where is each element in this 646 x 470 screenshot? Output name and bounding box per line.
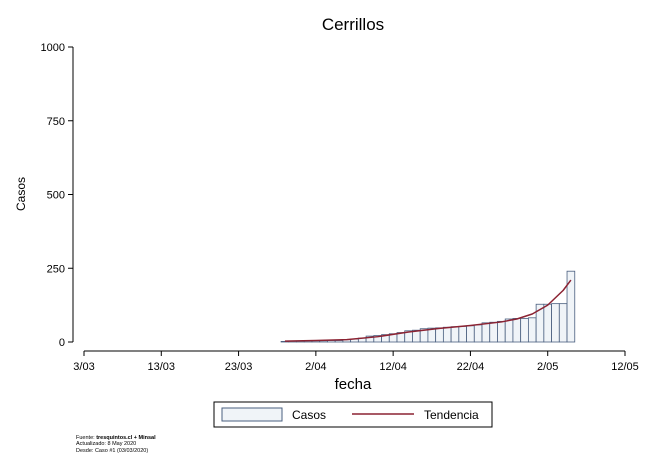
bar-casos <box>520 317 529 343</box>
bar-casos <box>489 321 498 343</box>
bar-casos <box>473 324 483 343</box>
bar-casos <box>458 325 467 343</box>
bar-casos <box>435 327 444 343</box>
y-tick-label: 1000 <box>41 42 65 54</box>
bar-casos <box>527 317 537 343</box>
bar-casos <box>334 340 344 343</box>
y-axis-label: Casos <box>14 177 28 211</box>
bar-casos <box>450 326 460 343</box>
bar-casos <box>551 303 560 343</box>
x-tick-label: 2/05 <box>537 361 558 373</box>
y-tick-label: 500 <box>47 190 65 202</box>
footnote: Fuente: tresquintos.cl + Minsal Actualiz… <box>76 435 156 454</box>
bar-casos <box>497 320 506 343</box>
bar-casos <box>466 325 475 343</box>
bar-series-casos <box>280 270 576 343</box>
footnote-source-prefix: Fuente: <box>76 435 97 441</box>
legend-label-casos: Casos <box>292 408 326 422</box>
x-axis-label: fecha <box>335 376 372 393</box>
footnote-updated: Actualizado: 8 May 2020 <box>76 441 137 448</box>
legend: Casos Tendencia <box>213 401 493 428</box>
footnote-source: Fuente: tresquintos.cl + Minsal <box>76 435 156 441</box>
x-tick-label: 13/03 <box>148 361 176 373</box>
bar-casos <box>442 326 452 343</box>
bar-casos <box>566 270 576 343</box>
bar-casos <box>512 317 522 343</box>
y-tick-label: 250 <box>47 263 65 275</box>
x-tick-label: 12/05 <box>611 361 639 373</box>
y-tick-label: 750 <box>47 116 65 128</box>
bar-casos <box>543 303 552 343</box>
bar-casos <box>481 322 491 343</box>
footnote-since: Desde: Caso #1 (03/03/2020) <box>76 447 149 454</box>
x-tick-label: 23/03 <box>225 361 253 373</box>
legend-swatch-casos <box>221 407 283 422</box>
y-tick-label: 0 <box>59 337 65 349</box>
x-tick-label: 22/04 <box>457 361 485 373</box>
bar-casos <box>558 303 568 343</box>
x-tick-label: 2/04 <box>305 361 326 373</box>
x-axis: 3/03 13/03 23/03 2/04 12/04 22/04 2/05 12/05 <box>73 350 639 373</box>
chart-title: Cerrillos <box>322 15 384 34</box>
line-series-tendencia <box>284 279 572 342</box>
x-tick-label: 12/04 <box>379 361 407 373</box>
legend-label-tendencia: Tendencia <box>424 408 479 422</box>
y-axis: 0 250 500 750 1000 <box>41 42 74 349</box>
trend-line <box>284 279 572 342</box>
bar-casos <box>504 318 514 343</box>
footnote-source-name: tresquintos.cl + Minsal <box>96 435 156 441</box>
x-tick-label: 3/03 <box>73 361 94 373</box>
